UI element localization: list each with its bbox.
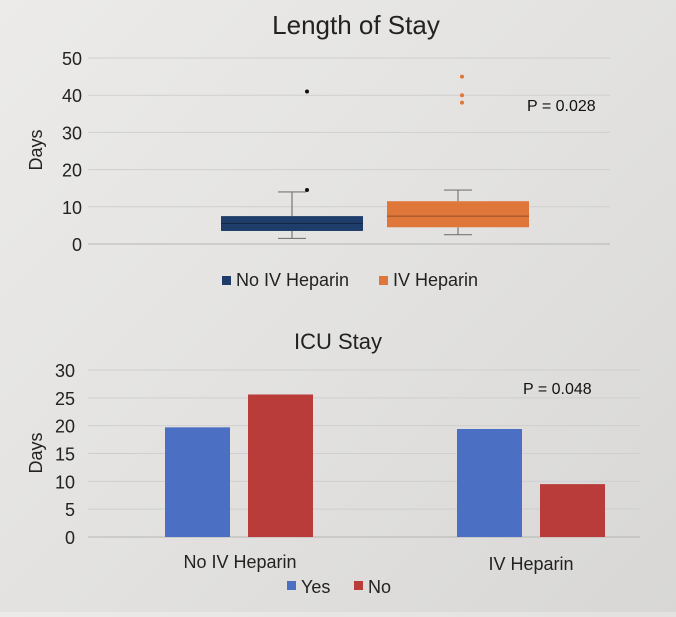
x-tick-label-iv-heparin: IV Heparin <box>488 554 573 574</box>
bar-iv-heparin-yes <box>457 429 522 537</box>
y-tick-label: 30 <box>62 123 82 143</box>
y-tick-label: 50 <box>62 49 82 69</box>
box-no-iv-heparin <box>221 89 363 240</box>
p-value-annotation: P = 0.028 <box>527 98 596 115</box>
y-tick-label: 20 <box>55 417 75 437</box>
y-tick-labels: 0 5 10 15 20 25 30 <box>55 361 75 548</box>
y-tick-label: 0 <box>65 528 75 548</box>
legend-label-iv-heparin: IV Heparin <box>393 270 478 290</box>
y-tick-label: 5 <box>65 500 75 520</box>
legend-swatch-iv-heparin <box>379 276 388 285</box>
legend-label-yes: Yes <box>301 577 330 597</box>
box-iqr <box>387 201 529 228</box>
gridlines <box>88 369 640 538</box>
bar-no-iv-heparin-yes <box>165 427 230 537</box>
y-tick-label: 15 <box>55 445 75 465</box>
p-value-annotation: P = 0.048 <box>523 381 592 398</box>
outlier-point <box>460 74 464 79</box>
legend-swatch-no <box>354 581 363 590</box>
legend-swatch-yes <box>287 581 296 590</box>
outlier-point <box>460 100 464 105</box>
y-tick-label: 30 <box>55 361 75 381</box>
y-tick-label: 10 <box>62 198 82 218</box>
length-of-stay-chart: Length of Stay 0 10 20 30 40 50 Days P = 0.02… <box>26 10 610 290</box>
box-iv-heparin <box>387 74 529 236</box>
legend: No IV Heparin IV Heparin <box>222 270 478 290</box>
legend-label-no-iv-heparin: No IV Heparin <box>236 270 349 290</box>
legend-swatch-no-iv-heparin <box>222 276 231 285</box>
icu-stay-chart: ICU Stay 0 5 10 15 20 25 30 Days P = 0.048 No … <box>26 329 640 597</box>
y-tick-label: 20 <box>62 161 82 181</box>
box-iqr <box>221 216 363 231</box>
outlier-point <box>305 188 309 193</box>
legend: Yes No <box>287 577 391 597</box>
bar-iv-heparin-no <box>540 484 605 537</box>
x-tick-label-no-iv-heparin: No IV Heparin <box>183 552 296 572</box>
y-tick-label: 0 <box>72 235 82 255</box>
chart-title: Length of Stay <box>272 10 440 40</box>
bars <box>165 394 605 537</box>
outlier-point <box>305 89 309 94</box>
y-axis-label: Days <box>26 129 46 170</box>
bar-no-iv-heparin-no <box>248 394 313 537</box>
box-plots <box>221 74 529 240</box>
y-axis-label: Days <box>26 432 46 473</box>
legend-label-no: No <box>368 577 391 597</box>
y-tick-label: 40 <box>62 86 82 106</box>
chart-title: ICU Stay <box>294 329 382 354</box>
outlier-point <box>460 93 464 98</box>
y-tick-label: 25 <box>55 389 75 409</box>
y-tick-label: 10 <box>55 472 75 492</box>
y-tick-labels: 0 10 20 30 40 50 <box>62 49 82 255</box>
gridlines <box>88 57 610 245</box>
